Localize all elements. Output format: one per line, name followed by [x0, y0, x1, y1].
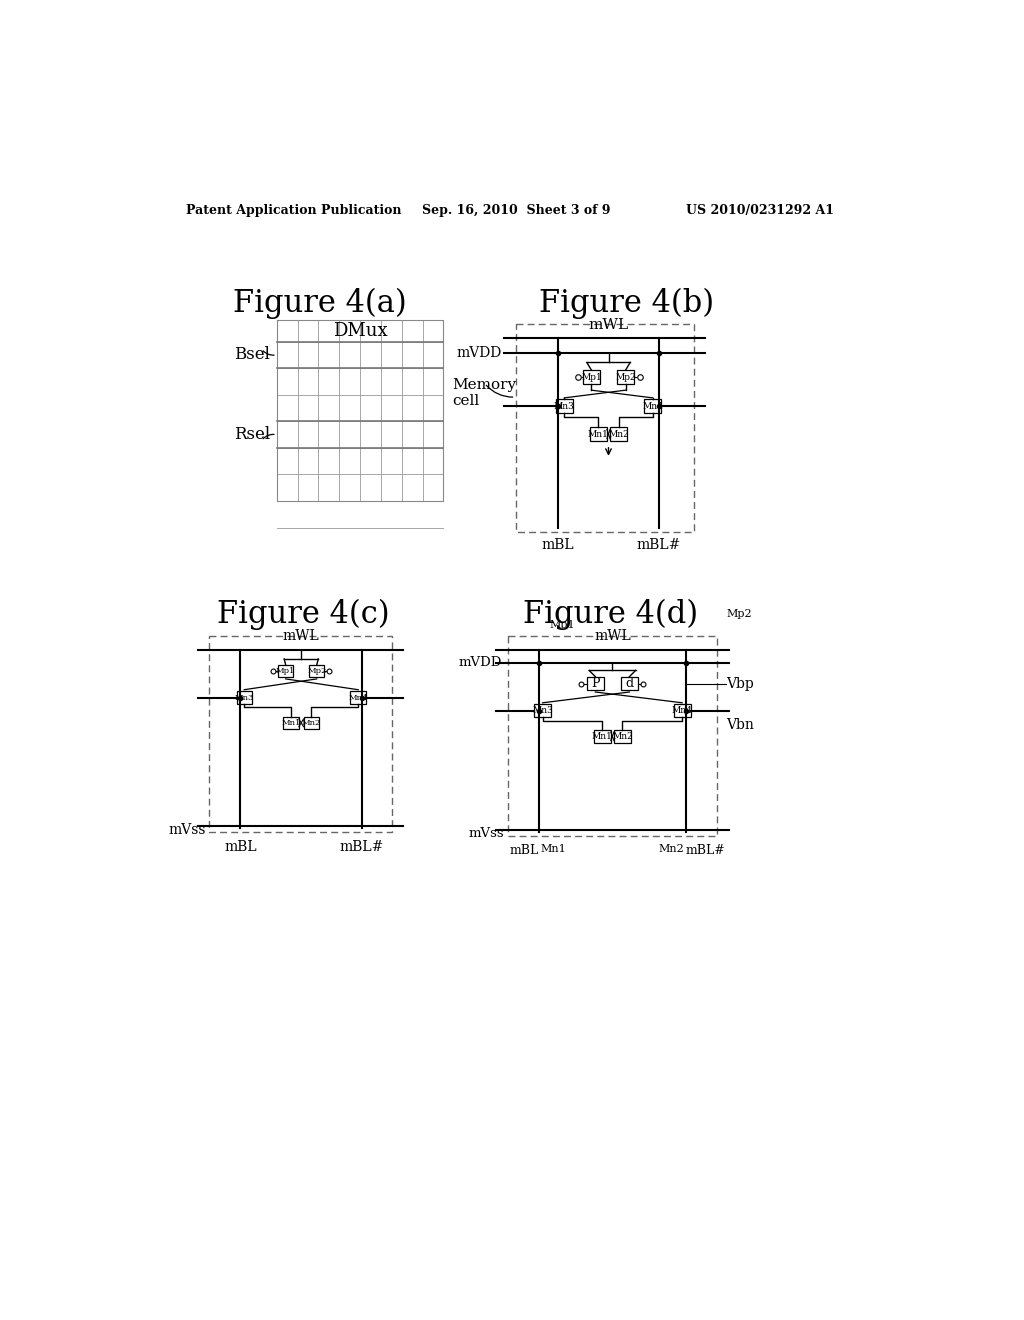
Text: mBL#: mBL#: [637, 539, 681, 552]
Bar: [621, 677, 638, 690]
Bar: [587, 677, 604, 690]
Text: Mn1: Mn1: [541, 843, 566, 854]
Text: Mn4: Mn4: [348, 694, 368, 702]
Text: mBL#: mBL#: [686, 843, 726, 857]
Bar: [594, 730, 611, 743]
Text: Vbp: Vbp: [726, 677, 754, 690]
Text: mVDD: mVDD: [458, 656, 502, 669]
Text: Mn4: Mn4: [642, 401, 664, 411]
Bar: [535, 705, 551, 718]
Text: mWL: mWL: [283, 630, 319, 644]
Text: Patent Application Publication: Patent Application Publication: [186, 205, 401, 218]
Text: Vbn: Vbn: [726, 718, 754, 731]
Text: Mn3: Mn3: [532, 706, 553, 715]
Text: DMux: DMux: [333, 322, 387, 339]
Text: Mn1: Mn1: [588, 429, 609, 438]
Text: Figure 4(c): Figure 4(c): [217, 599, 390, 630]
Text: P: P: [591, 677, 600, 690]
Bar: [583, 370, 600, 384]
Bar: [674, 705, 690, 718]
Bar: [278, 665, 294, 677]
Text: Mp1: Mp1: [581, 372, 602, 381]
Text: mVss: mVss: [468, 828, 504, 841]
Bar: [303, 717, 319, 729]
Text: Mp2: Mp2: [726, 609, 752, 619]
Text: Mn1: Mn1: [592, 731, 612, 741]
Text: Mn2: Mn2: [658, 843, 684, 854]
Text: Mn3: Mn3: [554, 401, 574, 411]
Bar: [237, 692, 252, 705]
Bar: [614, 730, 631, 743]
Text: Mp1: Mp1: [276, 667, 295, 676]
Text: Mp2: Mp2: [307, 667, 327, 676]
Text: Mn3: Mn3: [234, 694, 254, 702]
Text: Mn2: Mn2: [612, 731, 633, 741]
Text: mBL: mBL: [542, 539, 574, 552]
Text: Mn4: Mn4: [672, 706, 692, 715]
Text: mBL: mBL: [224, 840, 257, 854]
Bar: [590, 428, 607, 441]
Text: mVDD: mVDD: [457, 346, 502, 360]
Text: Mn1: Mn1: [282, 719, 301, 727]
Text: d: d: [626, 677, 634, 690]
Text: Bsel: Bsel: [234, 346, 270, 363]
Bar: [309, 665, 325, 677]
Text: US 2010/0231292 A1: US 2010/0231292 A1: [686, 205, 834, 218]
Bar: [350, 692, 366, 705]
Text: Sep. 16, 2010  Sheet 3 of 9: Sep. 16, 2010 Sheet 3 of 9: [423, 205, 611, 218]
Text: mBL#: mBL#: [340, 840, 384, 854]
Bar: [644, 400, 662, 413]
Text: Mp1: Mp1: [549, 619, 574, 630]
Text: mVss: mVss: [168, 822, 206, 837]
Text: mWL: mWL: [594, 630, 631, 644]
Bar: [617, 370, 634, 384]
Text: Memory
cell: Memory cell: [452, 378, 516, 408]
Text: Figure 4(a): Figure 4(a): [232, 288, 407, 319]
Text: mWL: mWL: [589, 318, 629, 331]
Bar: [610, 428, 627, 441]
Text: Mn2: Mn2: [302, 719, 321, 727]
Text: Rsel: Rsel: [234, 426, 270, 444]
Text: Figure 4(d): Figure 4(d): [523, 599, 698, 630]
Text: Mp2: Mp2: [615, 372, 636, 381]
Text: mBL: mBL: [510, 843, 539, 857]
Bar: [284, 717, 299, 729]
Bar: [556, 400, 572, 413]
Text: Mn2: Mn2: [608, 429, 629, 438]
Text: Figure 4(b): Figure 4(b): [539, 288, 714, 319]
